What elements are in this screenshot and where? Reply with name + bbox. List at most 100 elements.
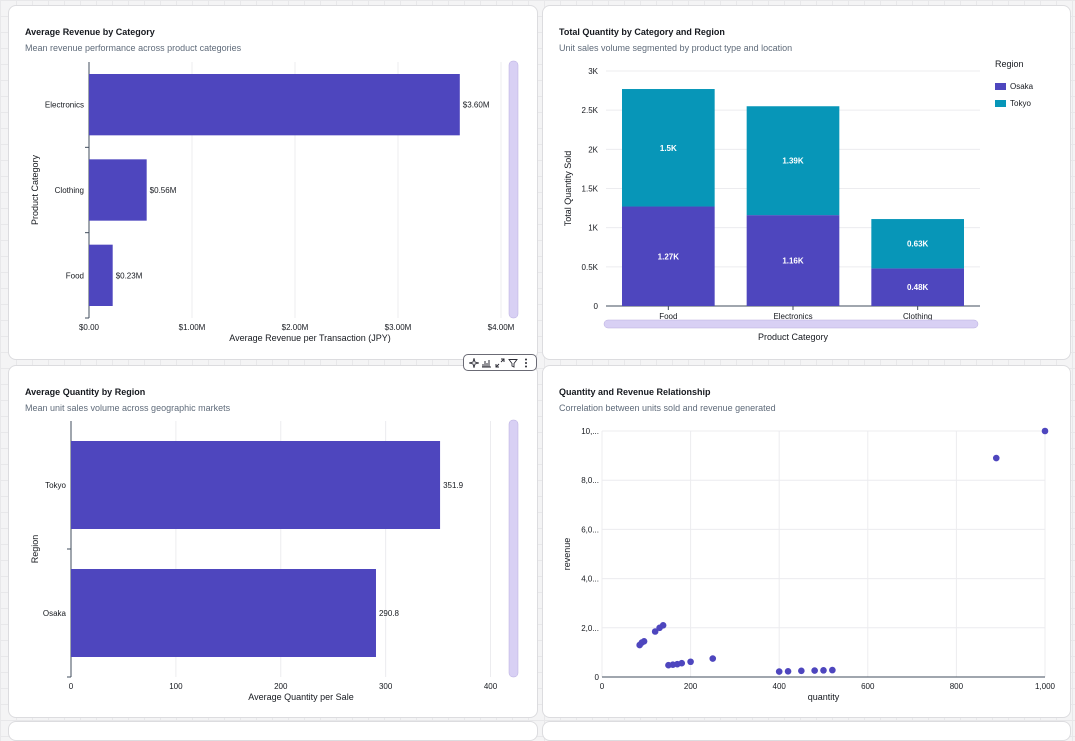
data-label: 1.39K [782, 157, 804, 166]
next-card-left [8, 721, 538, 741]
y-axis-title: Region [30, 535, 40, 564]
scatter-point[interactable] [811, 667, 818, 674]
bar-segment[interactable] [622, 206, 715, 306]
x-tick-label: 100 [169, 682, 183, 691]
data-label: 290.8 [379, 609, 400, 618]
more-options-icon[interactable] [521, 357, 532, 368]
card-title: Quantity and Revenue Relationship [559, 387, 711, 397]
y-axis-title: Total Quantity Sold [563, 151, 573, 227]
scatter-point[interactable] [820, 667, 827, 674]
y-tick-label: 2.5K [582, 106, 599, 115]
scatter-point[interactable] [687, 658, 694, 666]
category-label: Electronics [45, 101, 84, 110]
legend-label[interactable]: Tokyo [1010, 99, 1031, 108]
bar-segment[interactable] [871, 268, 964, 306]
scatter-point[interactable] [829, 666, 836, 674]
x-tick-label: 200 [274, 682, 288, 691]
x-tick-label: 800 [950, 682, 964, 691]
y-tick-label: 6,0... [581, 525, 599, 534]
scatter-point[interactable] [678, 659, 686, 667]
x-tick-label: $2.00M [282, 323, 309, 332]
bar[interactable] [89, 74, 460, 136]
bar[interactable] [71, 441, 441, 529]
scatter-point[interactable] [1041, 427, 1049, 435]
filter-icon[interactable] [508, 357, 519, 368]
y-tick-label: 0.5K [582, 263, 599, 272]
sparkle-icon[interactable] [468, 357, 479, 368]
x-tick-label: 200 [684, 682, 698, 691]
legend-title: Region [995, 59, 1024, 69]
card-title: Average Revenue by Category [25, 27, 155, 37]
category-label: Clothing [55, 186, 84, 195]
y-tick-label: 0 [594, 302, 599, 311]
legend-label[interactable]: Osaka [1010, 82, 1034, 91]
x-axis-title: Product Category [758, 332, 829, 342]
x-tick-label: 300 [379, 682, 393, 691]
data-label: 1.5K [660, 144, 677, 153]
y-tick-label: 8,0... [581, 476, 599, 485]
category-label: Food [66, 271, 84, 280]
scatter-point[interactable] [798, 667, 805, 675]
x-axis-title: Average Quantity per Sale [248, 692, 353, 702]
total-quantity-stacked-bar-chart: 0 0.5K 1K 1.5K 2K 2.5K 3K 1.27K 1.5K Food 1.16K 1.3… [563, 59, 1034, 342]
y-tick-label: 4,0... [581, 575, 599, 584]
scatter-point[interactable] [640, 638, 648, 645]
scatter-point[interactable] [775, 668, 783, 675]
y-tick-label: 2K [588, 145, 598, 154]
data-label: 0.48K [907, 283, 929, 292]
y-tick-label: 1.5K [582, 185, 599, 194]
scatter-point[interactable] [651, 628, 659, 635]
avg-revenue-bar-chart: $0.00 $1.00M $2.00M $3.00M $4.00M $3.60M Elect… [30, 60, 519, 343]
bar-segment[interactable] [746, 215, 840, 306]
y-tick-label: 2,0... [581, 624, 599, 633]
data-label: 1.16K [782, 257, 804, 266]
vertical-scrollbar[interactable] [508, 60, 519, 319]
quantity-revenue-scatter-chart: 0 2,0... 4,0... 6,0... 8,0... 10,... 0 200 400 60… [562, 427, 1056, 702]
horizontal-scrollbar[interactable] [603, 319, 979, 329]
next-card-right [542, 721, 1071, 741]
chart-type-icon[interactable] [481, 357, 492, 368]
bar-segment[interactable] [746, 106, 840, 216]
x-tick-label: 400 [773, 682, 787, 691]
data-label: $3.60M [463, 101, 490, 110]
category-label: Clothing [903, 312, 932, 321]
x-tick-label: $3.00M [385, 323, 412, 332]
bar-segment[interactable] [871, 219, 964, 269]
category-label: Food [659, 312, 677, 321]
expand-icon[interactable] [494, 357, 505, 368]
bar[interactable] [89, 159, 147, 221]
x-tick-label: 0 [69, 682, 74, 691]
data-label: 0.63K [907, 240, 929, 249]
x-tick-label: $4.00M [488, 323, 515, 332]
card-title: Average Quantity by Region [25, 387, 146, 397]
y-tick-label: 10,... [581, 427, 599, 436]
y-axis-title: revenue [562, 538, 572, 571]
chart-card-total-quantity[interactable]: Total Quantity by Category and Region Un… [542, 5, 1071, 360]
bar[interactable] [89, 244, 113, 306]
legend-swatch[interactable] [995, 83, 1006, 90]
vertical-scrollbar[interactable] [508, 419, 519, 678]
bar-segment[interactable] [622, 89, 715, 207]
x-axis-title: quantity [808, 692, 840, 702]
data-label: $0.56M [150, 186, 177, 195]
card-subtitle: Mean revenue performance across product … [25, 43, 242, 53]
x-tick-label: $1.00M [179, 323, 206, 332]
x-tick-label: 600 [861, 682, 875, 691]
scatter-point[interactable] [659, 622, 667, 629]
scatter-point[interactable] [992, 454, 1000, 462]
x-tick-label: 400 [484, 682, 498, 691]
chart-card-avg-quantity[interactable]: Average Quantity by Region Mean unit sal… [8, 365, 538, 718]
chart-card-quantity-revenue[interactable]: Quantity and Revenue Relationship Correl… [542, 365, 1071, 718]
scatter-point[interactable] [709, 655, 717, 662]
widget-toolbar [463, 354, 537, 371]
data-label: $0.23M [116, 271, 143, 280]
legend-swatch[interactable] [995, 100, 1006, 107]
chart-card-avg-revenue[interactable]: Average Revenue by Category Mean revenue… [8, 5, 538, 360]
data-label: 351.9 [443, 481, 464, 490]
card-subtitle: Mean unit sales volume across geographic… [25, 403, 231, 413]
bar[interactable] [71, 569, 376, 657]
scatter-point[interactable] [784, 668, 792, 675]
avg-quantity-bar-chart: 0 100 200 300 400 351.9 Tokyo 290.8 Osaka Average… [30, 419, 519, 702]
x-axis-title: Average Revenue per Transaction (JPY) [229, 333, 390, 343]
x-tick-label: $0.00 [79, 323, 100, 332]
